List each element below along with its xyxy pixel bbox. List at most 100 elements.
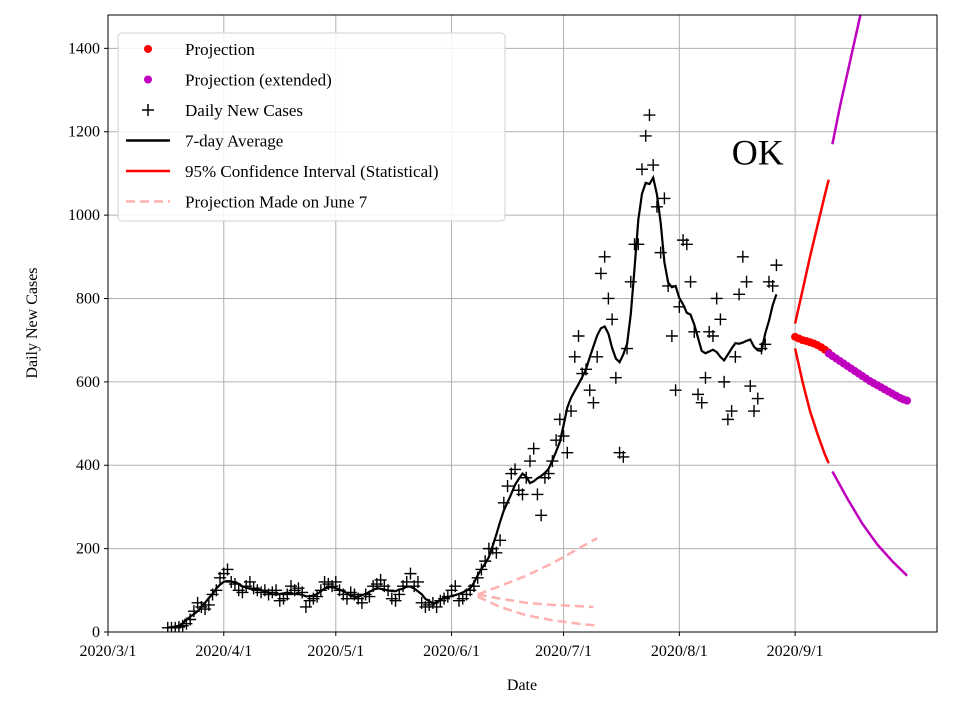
daily-cases-point	[632, 238, 645, 251]
daily-cases-point	[733, 288, 746, 301]
daily-cases-point	[411, 575, 424, 588]
ci-extended-upper-line	[831, 15, 862, 145]
daily-cases-point	[692, 388, 705, 401]
daily-cases-point	[624, 275, 637, 288]
legend-label: Projection	[185, 40, 255, 59]
x-axis-label: Date	[507, 677, 537, 694]
y-tick-label: 1200	[68, 124, 100, 141]
daily-cases-point	[591, 350, 604, 363]
daily-cases-point	[658, 192, 671, 205]
legend-item: 7-day Average	[126, 132, 283, 151]
axes-frame	[107, 14, 938, 633]
legend-dot-icon	[144, 75, 152, 84]
daily-cases-point	[355, 596, 368, 609]
ci-upper-line	[793, 179, 830, 324]
legend-item: Projection (extended)	[144, 71, 332, 90]
x-tick-label: 2020/8/1	[651, 643, 708, 660]
daily-cases-point	[501, 480, 514, 493]
x-tick-label: 2020/6/1	[423, 643, 480, 660]
june7-projection-upper	[477, 537, 598, 596]
legend-item: Projection Made on June 7	[126, 193, 368, 212]
x-tick-label: 2020/5/1	[307, 643, 364, 660]
daily-cases-point	[516, 488, 529, 501]
daily-cases-point	[568, 350, 581, 363]
daily-cases-point	[639, 129, 652, 142]
legend-label: 95% Confidence Interval (Statistical)	[185, 162, 439, 181]
daily-cases-point	[736, 250, 749, 263]
daily-cases-point	[329, 575, 342, 588]
daily-cases-point	[561, 446, 574, 459]
daily-cases-point	[766, 279, 779, 292]
x-tick-label: 2020/4/1	[195, 643, 252, 660]
legend-label: 7-day Average	[185, 132, 283, 151]
daily-cases-point	[669, 384, 682, 397]
legend-item: Projection	[144, 40, 255, 59]
daily-cases-point	[647, 159, 660, 172]
daily-cases-point	[374, 573, 387, 586]
x-tick-label: 2020/7/1	[535, 643, 592, 660]
daily-cases-point	[340, 592, 353, 605]
legend-label: Projection Made on June 7	[185, 193, 368, 212]
daily-cases-point	[296, 586, 309, 599]
daily-cases-point	[706, 330, 719, 343]
daily-cases-point	[494, 534, 507, 547]
y-tick-label: 200	[76, 541, 100, 558]
daily-cases-point	[523, 455, 536, 468]
legend-dot-icon	[144, 45, 152, 53]
daily-cases-point	[572, 330, 585, 343]
daily-cases-point	[587, 396, 600, 409]
daily-cases-point	[299, 600, 312, 613]
y-tick-label: 1400	[68, 40, 100, 57]
daily-cases-point	[751, 392, 764, 405]
daily-cases-point	[740, 275, 753, 288]
daily-cases-point	[389, 594, 402, 607]
ci-extended-lower-line	[831, 470, 908, 577]
daily-cases-point	[680, 238, 693, 251]
june7-projection-middle	[477, 593, 594, 609]
seven-day-average-line	[167, 174, 778, 629]
daily-cases-point	[243, 575, 256, 588]
daily-cases-point	[236, 586, 249, 599]
legend-item: Daily New Cases	[142, 101, 303, 120]
y-tick-label: 600	[76, 374, 100, 391]
legend-label: Daily New Cases	[185, 101, 303, 120]
projection-extended-point	[903, 396, 912, 405]
daily-cases-point	[617, 450, 630, 463]
x-tick-label: 2020/3/1	[80, 643, 137, 660]
daily-cases-point	[729, 350, 742, 363]
y-tick-label: 1000	[68, 207, 100, 224]
daily-cases-point	[509, 463, 522, 476]
legend-box	[117, 32, 506, 222]
legend: Projection Projection (extended) Daily New…	[117, 32, 506, 222]
x-tick-label: 2020/9/1	[767, 643, 824, 660]
daily-cases-point	[594, 267, 607, 280]
daily-cases-point	[643, 109, 656, 122]
annotation-ok: OK	[732, 133, 784, 173]
legend-item: 95% Confidence Interval (Statistical)	[126, 162, 439, 181]
daily-cases-point	[714, 313, 727, 326]
daily-cases-point	[490, 546, 503, 559]
y-tick-label: 0	[92, 624, 100, 641]
y-tick-label: 800	[76, 290, 100, 307]
daily-cases-point	[684, 275, 697, 288]
daily-cases-point	[606, 313, 619, 326]
daily-cases-point	[527, 442, 540, 455]
ci-lower-line	[793, 348, 830, 464]
daily-cases-point	[654, 246, 667, 259]
daily-cases-point	[721, 413, 734, 426]
daily-cases-point	[635, 163, 648, 176]
daily-cases-point	[404, 567, 417, 580]
daily-cases-point	[609, 371, 622, 384]
daily-cases-point	[695, 396, 708, 409]
daily-cases-point	[535, 509, 548, 522]
legend-label: Projection (extended)	[185, 71, 332, 90]
daily-cases-point	[449, 580, 462, 593]
daily-cases-point	[665, 330, 678, 343]
legend-plus-icon	[142, 104, 154, 116]
daily-cases-point	[221, 563, 234, 576]
daily-cases-point	[744, 380, 757, 393]
daily-cases-point	[202, 598, 215, 611]
daily-cases-point	[557, 430, 570, 443]
grid	[107, 15, 937, 633]
